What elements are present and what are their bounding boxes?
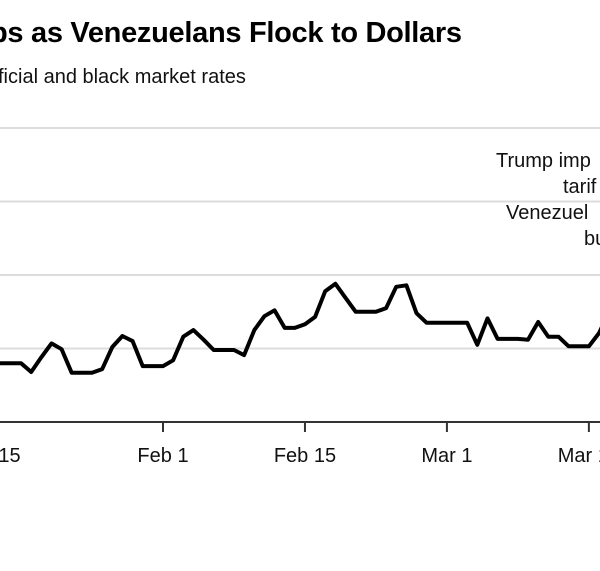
annotation-line: Trump imp [496, 150, 591, 172]
series-line [0, 281, 600, 375]
annotation-line: Venezuel [506, 202, 588, 224]
annotation-line: tarif [563, 176, 597, 198]
x-tick-label: Feb 1 [137, 445, 188, 467]
x-tick-label: Mar 15 [558, 445, 600, 467]
x-tick-label: Mar 1 [421, 445, 472, 467]
chart-subtitle: ficial and black market rates [0, 66, 246, 88]
annotation-line: bu [584, 228, 600, 250]
chart-title: ps as Venezuelans Flock to Dollars [0, 17, 462, 49]
x-tick-label: Jan 15 [0, 445, 21, 467]
x-tick-label: Feb 15 [274, 445, 336, 467]
